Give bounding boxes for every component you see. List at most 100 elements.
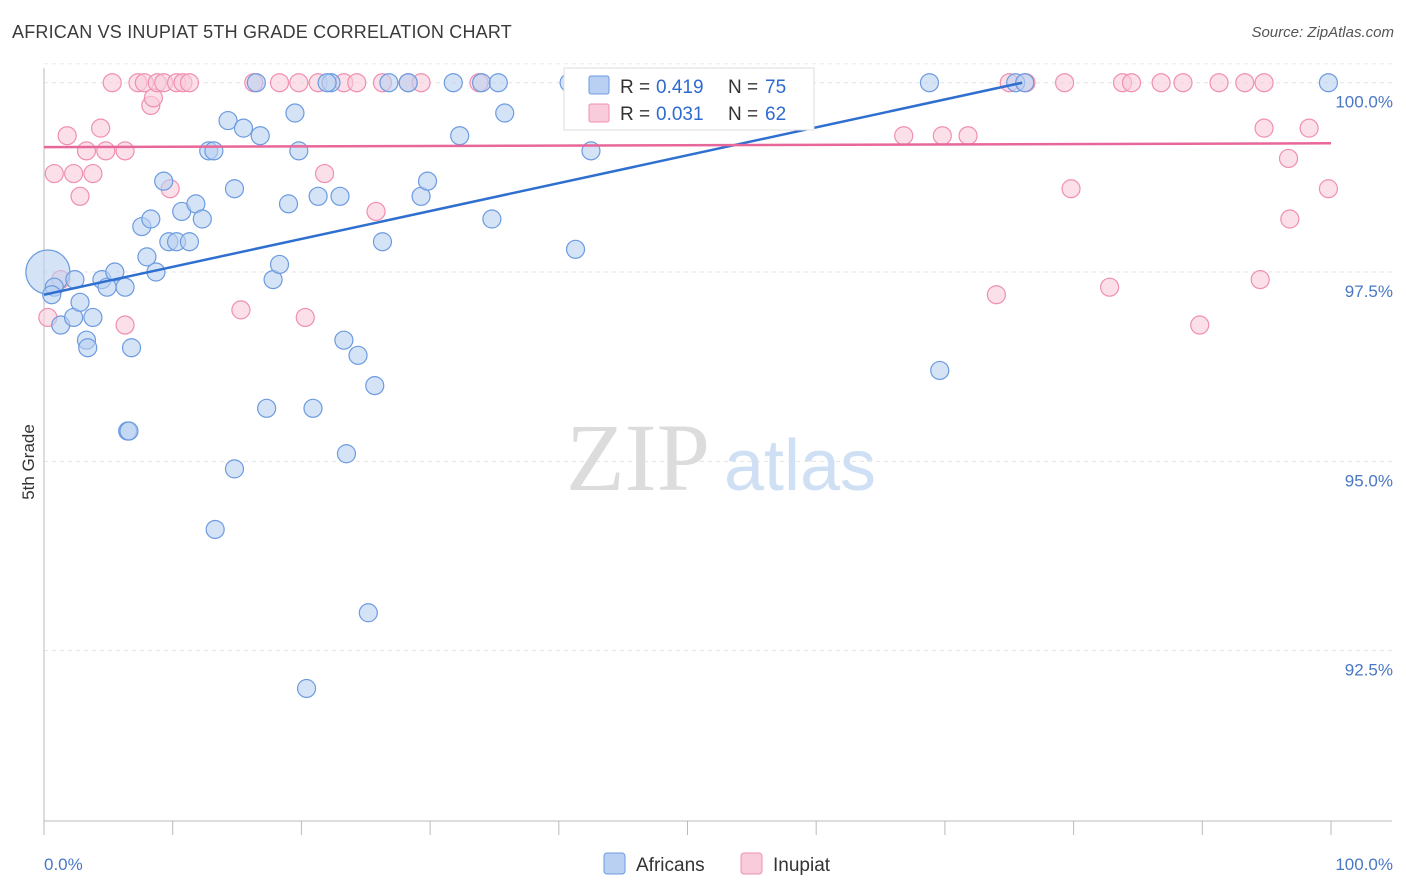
inupiat-point [289,73,309,93]
africans-point [285,103,305,123]
bottom-legend-swatch-inupiat [740,852,763,875]
inupiat-point [958,126,978,146]
africans-point [233,118,254,138]
x-tick-label: 0.0% [44,855,83,874]
bottom-legend-africans: Africans [636,855,705,876]
inupiat-point [1061,179,1081,199]
inupiat-point [1054,73,1075,93]
inupiat-trend-line [43,142,1332,149]
inupiat-point [1100,277,1120,297]
africans-point [278,194,299,214]
africans-point [488,73,508,93]
africans-point [205,519,225,540]
africans-point [78,338,98,358]
africans-trend-line [43,81,1023,296]
africans-point [372,232,393,252]
legend-inupiat-n-value: 62 [765,104,786,125]
inupiat-point [179,73,200,93]
africans-point [495,103,515,123]
inupiat-point [1278,148,1299,169]
africans-point [303,398,323,418]
africans-point [289,141,309,161]
bottom-legend-swatch-africans [603,852,626,875]
legend-inupiat-n-label: N = [728,104,758,125]
x-tick-label: 100.0% [1335,855,1393,874]
inupiat-point [366,201,386,222]
inupiat-point [1318,179,1339,199]
africans-point [330,186,350,206]
inupiat-point [347,73,367,93]
inupiat-point [1254,73,1274,93]
africans-point [70,292,90,312]
source-label: Source: ZipAtlas.com [1251,24,1394,41]
africans-point [42,285,62,305]
africans-point [1015,73,1035,93]
correlation-legend: R = 0.419 N = 75 R = 0.031 N = 62 [563,67,815,131]
legend-africans-r-value: 0.419 [656,77,704,98]
africans-point [224,179,245,199]
watermark-zip: ZIP [566,404,710,511]
inupiat-point [1254,118,1274,138]
series-legend: Africans Inupiat [603,852,831,876]
watermark-atlas: atlas [724,426,876,506]
inupiat-point [70,186,90,206]
africans-point [269,254,290,275]
y-tick-label: 92.5% [1345,661,1393,680]
africans-point [379,73,399,93]
africans-point [482,209,502,229]
africans-point [179,232,200,252]
inupiat-point [102,73,122,93]
africans-point [121,338,142,358]
y-tick-label: 100.0% [1335,93,1393,112]
inupiat-point [986,285,1006,305]
inupiat-point [91,118,111,138]
chart-title: AFRICAN VS INUPIAT 5TH GRADE CORRELATION… [12,22,512,42]
africans-point [141,209,161,229]
axes [43,68,1392,835]
africans-point [296,678,317,699]
inupiat-point [295,307,315,328]
inupiat-point [1151,73,1171,93]
africans-point [154,171,174,191]
africans-point [105,262,125,282]
legend-swatch-inupiat [588,103,610,123]
inupiat-point [115,141,135,161]
africans-point [398,73,418,93]
inupiat-point [894,126,914,146]
africans-point [336,444,357,464]
inupiat-point [76,141,97,161]
inupiat-point [115,315,135,335]
africans-point [358,603,378,623]
africans-point [115,277,135,297]
africans-point [246,73,266,93]
y-tick-label: 95.0% [1345,471,1393,490]
inupiat-point [231,300,251,320]
y-tick-labels: 100.0% 97.5% 95.0% 92.5% [1335,93,1393,680]
legend-swatch-africans [588,75,610,95]
inupiat-point [269,73,290,93]
legend-africans-n-value: 75 [765,77,786,98]
africans-point [218,110,238,131]
inupiat-point [96,141,116,161]
africans-point [365,376,385,396]
africans-point [250,126,270,146]
africans-point [417,171,438,191]
africans-point [192,209,212,229]
y-tick-label: 97.5% [1345,282,1393,301]
inupiat-point [1235,73,1255,93]
africans-point [119,421,139,441]
africans-point [224,459,245,479]
africans-point [308,186,328,206]
trend-lines [43,81,1332,296]
inupiat-point [1280,209,1300,229]
bottom-legend-inupiat: Inupiat [773,855,831,876]
inupiat-point [314,163,335,184]
africans-point [1318,73,1339,93]
africans-point [930,360,950,381]
legend-inupiat-r-label: R = [620,104,650,125]
inupiat-point [83,163,103,184]
africans-point [565,239,586,259]
inupiat-point [1209,73,1229,93]
africans-point [317,73,337,93]
africans-point [334,330,354,350]
